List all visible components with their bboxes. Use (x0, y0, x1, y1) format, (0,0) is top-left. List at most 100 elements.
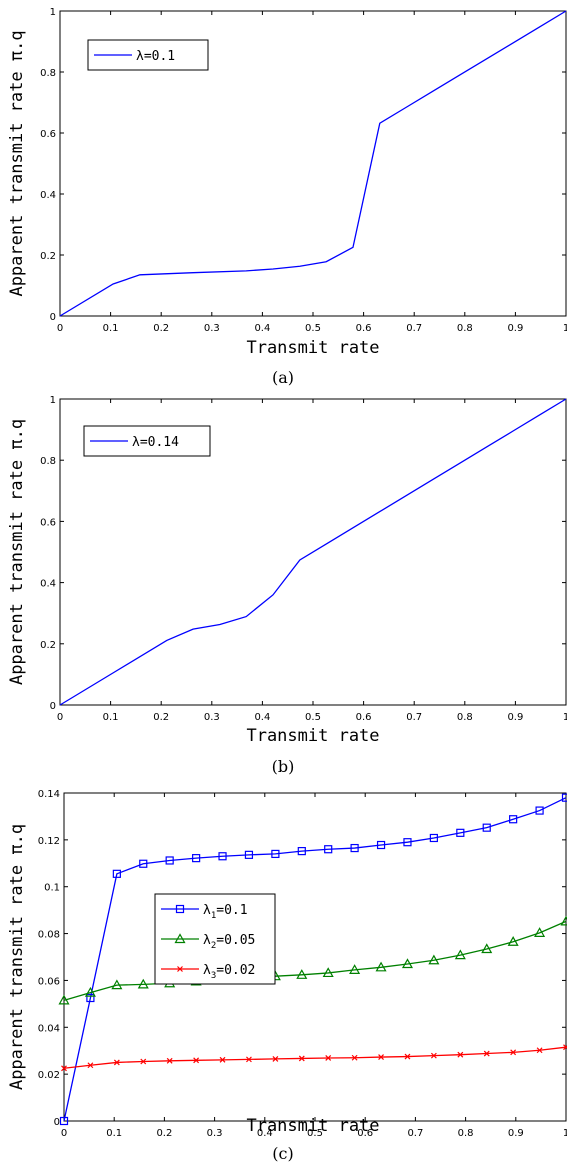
legend-label-base: λ (203, 963, 211, 978)
y-tick-label: 0 (50, 701, 56, 712)
legend-label: λ2=0.05 (203, 933, 255, 951)
x-tick-label: 0.9 (507, 712, 523, 723)
square-marker (561, 793, 567, 802)
x-tick-label: 0.1 (106, 1128, 122, 1139)
legend-label-subscript: 1 (211, 911, 216, 921)
x-tick-label: 0.3 (207, 1128, 223, 1139)
triangle-marker (84, 986, 96, 997)
legend-label: λ=0.14 (132, 435, 179, 450)
y-tick-label: 0.4 (40, 579, 56, 590)
triangle-marker (137, 978, 149, 989)
x-tick-label: 0.7 (406, 323, 422, 334)
y-tick-label: 0 (50, 312, 56, 323)
y-tick-label: 0.1 (44, 883, 60, 894)
x-tick-label: 0.8 (457, 323, 473, 334)
x-marker (351, 1054, 358, 1061)
x-tick-label: 1 (563, 323, 567, 334)
square-marker (535, 806, 544, 815)
x-tick-label: 1 (563, 712, 567, 723)
legend-label-base: λ (203, 903, 211, 918)
y-tick-label: 0.2 (40, 251, 56, 262)
x-marker (193, 1057, 200, 1064)
x-marker (113, 1059, 120, 1066)
x-marker (246, 1056, 252, 1063)
x-marker (457, 1051, 464, 1058)
x-tick-label: 0.4 (254, 323, 270, 334)
x-tick-label: 0.1 (103, 712, 119, 723)
square-marker (244, 850, 254, 859)
y-tick-label: 0.06 (38, 976, 60, 987)
triangle-marker (111, 979, 123, 990)
legend-label-subscript: 2 (211, 941, 216, 951)
square-marker (376, 840, 386, 850)
x-marker (177, 966, 183, 972)
triangle-marker (507, 936, 519, 946)
x-marker (140, 1058, 147, 1065)
x-marker (404, 1053, 411, 1060)
legend-label: λ3=0.02 (203, 963, 255, 981)
y-tick-label: 0.8 (40, 456, 56, 467)
x-tick-label: 0.6 (356, 712, 372, 723)
square-marker (297, 847, 306, 856)
square-marker (59, 1116, 69, 1126)
x-tick-label: 0.3 (204, 712, 220, 723)
chart-panel-c: 0 0.1 0.2 0.3 0.4 0.5 0.6 0.7 0.8 0.9 1 0 0.02 0.04 0.… (7, 789, 567, 1163)
chart-panel-b: 0 0.1 0.2 0.3 0.4 0.5 0.6 0.7 0.8 0.9 1 0 0.2 0.4 0.6 0… (7, 395, 567, 776)
x-tick-label: 0.2 (156, 1128, 172, 1139)
x-axis-label: Transmit rate (246, 338, 379, 358)
triangle-marker (481, 943, 493, 954)
triangle-marker (174, 933, 186, 944)
legend-label-subscript: 3 (211, 971, 216, 981)
x-marker (325, 1055, 332, 1061)
y-tick-label: 0 (54, 1117, 60, 1128)
x-marker (536, 1047, 543, 1054)
x-axis-label: Transmit rate (246, 726, 379, 746)
x-tick-label: 0.2 (153, 712, 169, 723)
triangle-marker (454, 949, 466, 960)
y-tick-label: 1 (50, 7, 56, 18)
square-marker (429, 833, 438, 843)
y-tick-label: 1 (50, 395, 56, 406)
x-tick-label: 0.4 (254, 712, 270, 723)
y-axis-label: Apparent transmit rate π.q (7, 30, 27, 296)
y-axis-label: Apparent transmit rate π.q (7, 419, 27, 685)
y-tick-label: 0.12 (38, 836, 60, 847)
x-tick-label: 0.9 (508, 1128, 524, 1139)
x-tick-label: 0.8 (457, 712, 473, 723)
triangle-marker (375, 961, 387, 972)
square-marker (192, 854, 201, 863)
x-tick-label: 0.5 (305, 712, 321, 723)
square-marker (403, 838, 412, 847)
chart-panel-a: 0 0.1 0.2 0.3 0.4 0.5 0.6 0.7 0.8 0.9 1 0 0.2 0.4 0.6 0… (7, 7, 567, 387)
legend: λ=0.1 (87, 39, 209, 71)
panel-caption: (b) (272, 757, 295, 776)
plot-frame (63, 792, 567, 1122)
triangle-marker (322, 967, 334, 978)
y-tick-label: 0.02 (38, 1070, 60, 1081)
square-marker (456, 828, 465, 837)
x-tick-label: 0.5 (305, 323, 321, 334)
legend-label: λ=0.1 (136, 49, 175, 64)
x-marker (219, 1056, 226, 1063)
x-axis-label: Transmit rate (246, 1116, 379, 1136)
x-marker (430, 1052, 437, 1059)
x-marker (87, 1062, 94, 1069)
square-marker (350, 843, 359, 853)
x-marker (166, 1057, 173, 1064)
y-tick-label: 0.04 (38, 1023, 60, 1034)
legend-label-base: λ (203, 933, 211, 948)
square-marker (112, 869, 121, 878)
y-tick-label: 0.08 (38, 930, 60, 941)
square-marker (324, 845, 333, 854)
x-tick-label: 0.6 (356, 323, 372, 334)
series-line (63, 1046, 567, 1069)
panel-caption: (a) (272, 368, 294, 387)
legend-label-rest: =0.1 (216, 903, 247, 918)
x-marker (378, 1054, 384, 1060)
series-line (63, 920, 567, 1001)
triangle-marker (296, 969, 308, 979)
y-tick-label: 0.6 (40, 129, 56, 140)
triangle-marker (58, 994, 70, 1005)
y-tick-label: 0.4 (40, 190, 56, 201)
